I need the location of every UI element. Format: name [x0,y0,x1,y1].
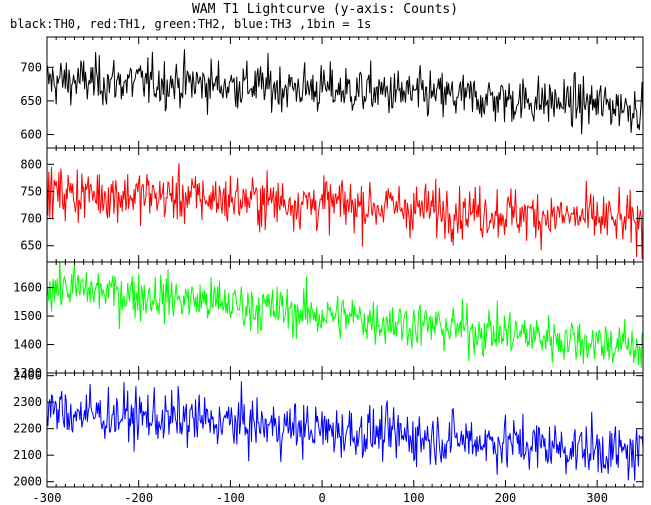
y-tick-label: 2300 [13,395,42,409]
plot-area: 600 650 700 650 700 750 800 1300 1400 1500 1600 200… [13,36,644,505]
x-tick-label: 100 [403,491,425,505]
x-tick-label: -200 [124,491,153,505]
y-tick-label: 1600 [13,281,42,295]
y-tick-label: 2200 [13,422,42,436]
series-line-th2 [47,262,643,368]
y-tick-label: 1400 [13,338,42,352]
panel-frame-th3 [46,372,644,488]
x-tick-label: 300 [586,491,608,505]
y-tick-label: 600 [20,128,42,142]
y-tick-label: 2400 [13,369,42,383]
y-tick-label: 2100 [13,448,42,462]
y-tick-label: 1300 [13,366,42,380]
chart-title: WAM T1 Lightcurve (y-axis: Counts) [192,2,458,17]
x-tick-label: 0 [318,491,325,505]
y-tick-label: 700 [20,212,42,226]
series-line-th3 [47,381,643,481]
y-tick-label: 800 [20,157,42,171]
y-tick-label: 2000 [13,475,42,489]
x-tick-label: 200 [495,491,517,505]
y-tick-label: 650 [20,239,42,253]
y-tick-label: 1500 [13,309,42,323]
y-tick-label: 750 [20,184,42,198]
series-line-th1 [47,163,643,260]
series-line-th0 [47,49,643,135]
x-tick-label: -300 [33,491,62,505]
chart-subtitle: black:TH0, red:TH1, green:TH2, blue:TH3 … [10,17,371,31]
y-tick-label: 700 [20,60,42,74]
y-tick-label: 650 [20,94,42,108]
x-tick-label: -100 [216,491,245,505]
